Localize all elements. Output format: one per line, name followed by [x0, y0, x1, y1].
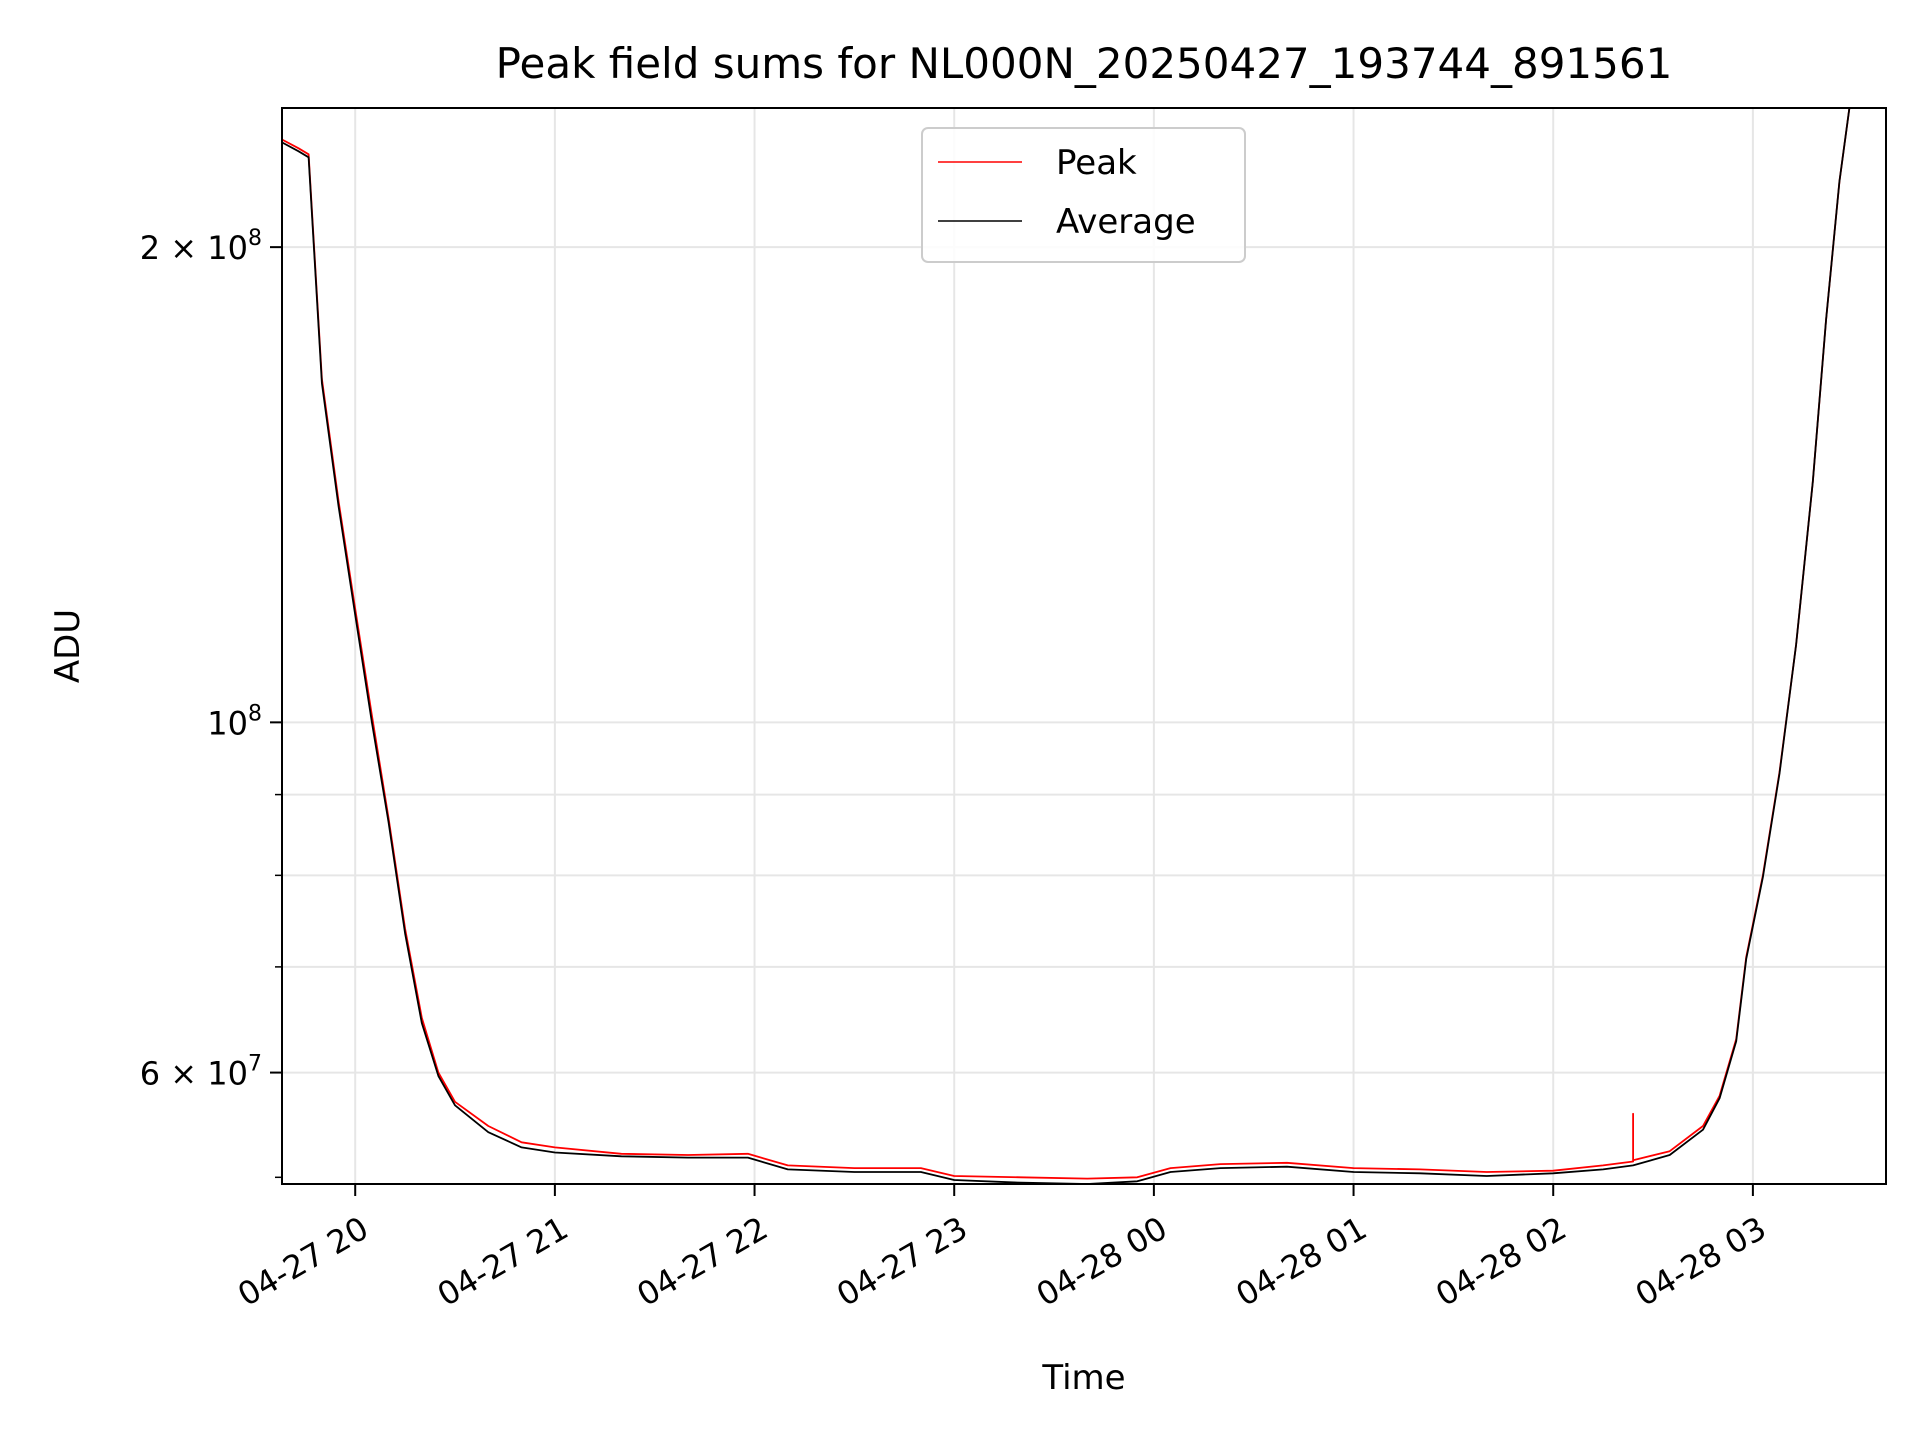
x-axis-label: Time	[1041, 1358, 1125, 1398]
y-axis-label: ADU	[48, 609, 88, 683]
plot-frame	[281, 107, 1887, 1185]
chart-title: Peak field sums for NL000N_20250427_1937…	[496, 39, 1673, 88]
legend-label-peak: Peak	[1056, 143, 1137, 183]
legend-label-average: Average	[1056, 202, 1196, 242]
y-tick-label: 2 × 108	[140, 226, 262, 267]
legend: Peak Average	[921, 127, 1246, 263]
y-tick-label: 108	[207, 701, 262, 742]
y-axis: 6 × 107 108 2 × 108	[140, 226, 282, 1179]
y-tick-label: 6 × 107	[140, 1052, 262, 1093]
